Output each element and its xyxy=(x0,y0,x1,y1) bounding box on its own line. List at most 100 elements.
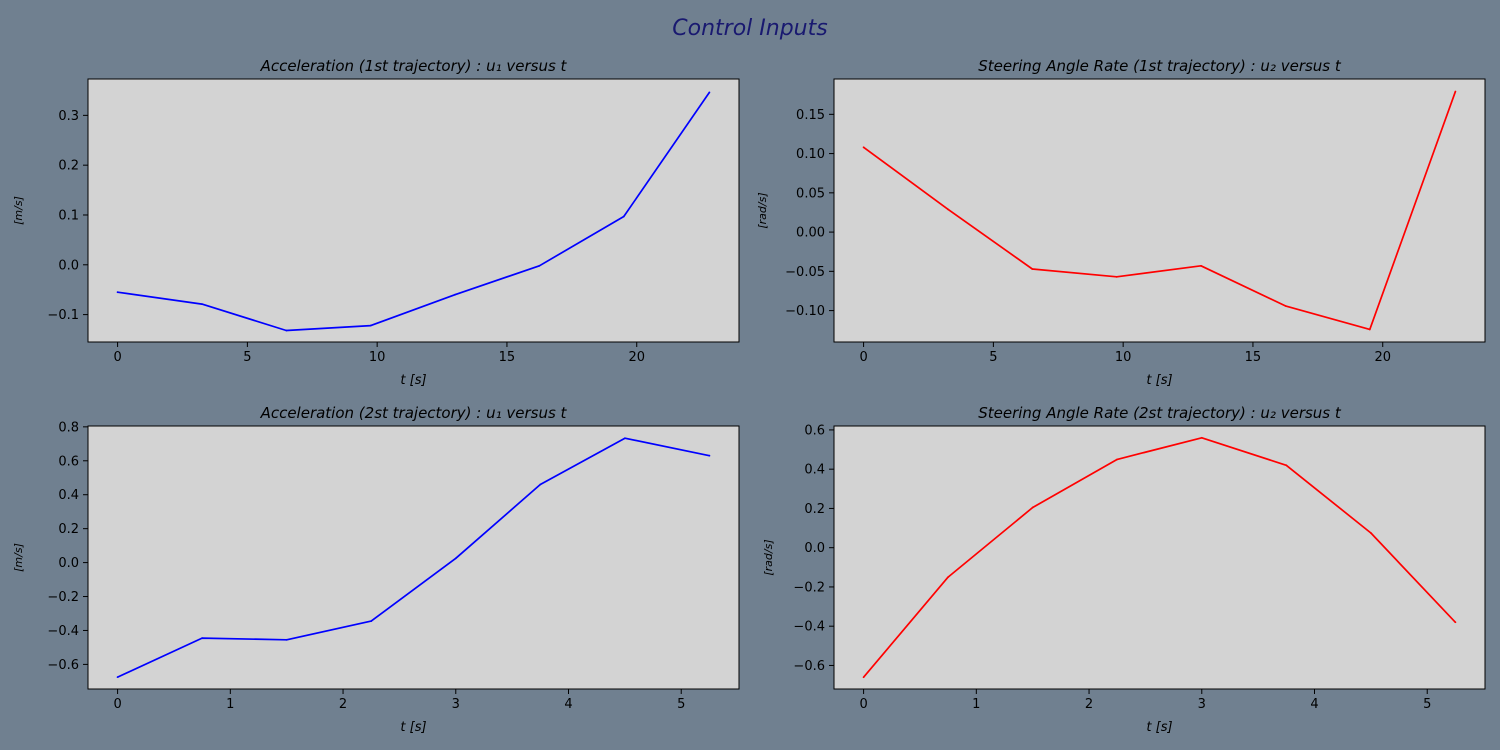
y-tick-label: −0.1 xyxy=(47,308,79,323)
data-point xyxy=(538,264,541,267)
y-tick-label: 0.1 xyxy=(58,208,79,223)
series-line-1 xyxy=(117,437,710,678)
y-tick-label: 0.2 xyxy=(58,522,79,537)
x-tick-label: 2 xyxy=(1085,697,1093,712)
x-tick-label: 2 xyxy=(339,697,347,712)
x-tick-label: 15 xyxy=(1245,350,1262,365)
y-tick-label: −0.6 xyxy=(793,659,825,674)
y-tick-label: 0.00 xyxy=(796,226,825,241)
figure-title: Control Inputs xyxy=(672,16,827,41)
x-tick-label: 0 xyxy=(859,350,867,365)
data-point xyxy=(947,208,949,211)
x-tick-label: 20 xyxy=(628,350,645,365)
y-tick-label: −0.2 xyxy=(47,590,79,605)
data-point xyxy=(1200,436,1203,439)
x-tick-label: 4 xyxy=(1310,697,1318,712)
subplot-title: Acceleration (1st trajectory) : u₁ versu… xyxy=(260,57,568,75)
data-point xyxy=(708,454,711,457)
axes-frame xyxy=(833,78,1486,343)
y-tick-label: −0.4 xyxy=(793,620,825,635)
x-tick-label: 0 xyxy=(113,350,121,365)
y-tick-label: 0.2 xyxy=(804,502,825,517)
data-point xyxy=(1454,621,1457,624)
subplot-3: Acceleration (2st trajectory) : u₁ versu… xyxy=(12,404,740,735)
data-point xyxy=(1200,264,1202,267)
x-tick-label: 5 xyxy=(243,350,251,365)
subplot-4: Steering Angle Rate (2st trajectory) : u… xyxy=(762,404,1486,735)
x-tick-label: 3 xyxy=(1198,697,1206,712)
subplot-2: Steering Angle Rate (1st trajectory) : u… xyxy=(756,57,1486,388)
x-tick-label: 1 xyxy=(226,697,234,712)
y-tick-label: 0.05 xyxy=(796,186,825,201)
y-tick-label: 0.4 xyxy=(804,463,825,478)
data-point xyxy=(1116,458,1119,461)
data-point xyxy=(1284,304,1287,307)
subplot-title: Steering Angle Rate (2st trajectory) : u… xyxy=(978,404,1342,422)
x-tick-label: 15 xyxy=(499,350,516,365)
y-tick-label: 0.0 xyxy=(804,541,825,556)
y-axis-label: [m/s] xyxy=(12,196,25,225)
y-axis-label: [m/s] xyxy=(12,543,25,572)
y-tick-label: −0.6 xyxy=(47,658,79,673)
x-axis-label: t [s] xyxy=(1146,373,1172,388)
y-tick-label: −0.05 xyxy=(785,265,825,280)
subplot-1: Acceleration (1st trajectory) : u₁ versu… xyxy=(12,57,740,388)
y-tick-label: 0.2 xyxy=(58,159,79,174)
y-tick-label: 0.6 xyxy=(58,454,79,469)
y-tick-label: 0.3 xyxy=(58,109,79,124)
y-tick-label: 0.0 xyxy=(58,258,79,273)
data-point xyxy=(454,293,456,296)
axes-frame xyxy=(87,425,740,690)
plot-area xyxy=(88,426,739,689)
x-axis-label: t [s] xyxy=(400,720,426,735)
x-tick-label: 20 xyxy=(1374,350,1391,365)
data-point xyxy=(1031,268,1034,270)
y-tick-label: 0.0 xyxy=(58,556,79,571)
x-tick-label: 4 xyxy=(564,697,572,712)
x-tick-label: 3 xyxy=(452,697,460,712)
x-tick-label: 5 xyxy=(677,697,685,712)
series-line-1 xyxy=(862,436,1457,678)
data-point xyxy=(454,557,457,560)
x-tick-label: 5 xyxy=(989,350,997,365)
series-line-1 xyxy=(117,91,711,332)
data-point xyxy=(285,329,288,332)
x-tick-label: 0 xyxy=(859,697,867,712)
data-point xyxy=(1369,532,1372,534)
subplot-title: Steering Angle Rate (1st trajectory) : u… xyxy=(978,57,1342,75)
data-point xyxy=(622,215,625,218)
x-axis-label: t [s] xyxy=(400,373,426,388)
data-point xyxy=(285,638,288,641)
y-tick-label: −0.2 xyxy=(793,580,825,595)
data-point xyxy=(862,676,865,679)
plot-area xyxy=(834,426,1485,689)
y-tick-label: −0.4 xyxy=(47,624,79,639)
data-point xyxy=(539,483,542,486)
series-line-1 xyxy=(863,91,1457,331)
y-tick-label: 0.4 xyxy=(58,488,79,503)
x-tick-label: 10 xyxy=(1115,350,1132,365)
y-tick-label: 0.15 xyxy=(796,108,825,123)
x-tick-label: 10 xyxy=(369,350,386,365)
data-point xyxy=(370,620,373,623)
subplot-title: Acceleration (2st trajectory) : u₁ versu… xyxy=(260,404,568,422)
subplot-grid: Acceleration (1st trajectory) : u₁ versu… xyxy=(12,57,1486,735)
y-tick-label: −0.10 xyxy=(785,304,825,319)
y-tick-label: 0.8 xyxy=(58,420,79,435)
data-point xyxy=(201,637,204,639)
data-point xyxy=(708,91,711,94)
y-tick-label: 0.10 xyxy=(796,147,825,162)
x-axis-label: t [s] xyxy=(1146,720,1172,735)
data-point xyxy=(369,324,372,327)
plot-area xyxy=(88,79,739,342)
x-tick-label: 1 xyxy=(972,697,980,712)
y-axis-label: [rad/s] xyxy=(762,539,775,575)
x-tick-label: 0 xyxy=(113,697,121,712)
data-point xyxy=(116,291,119,294)
data-point xyxy=(862,146,865,149)
data-point xyxy=(201,303,203,306)
data-point xyxy=(1031,506,1034,509)
data-point xyxy=(1368,328,1371,331)
data-point xyxy=(1285,464,1288,467)
